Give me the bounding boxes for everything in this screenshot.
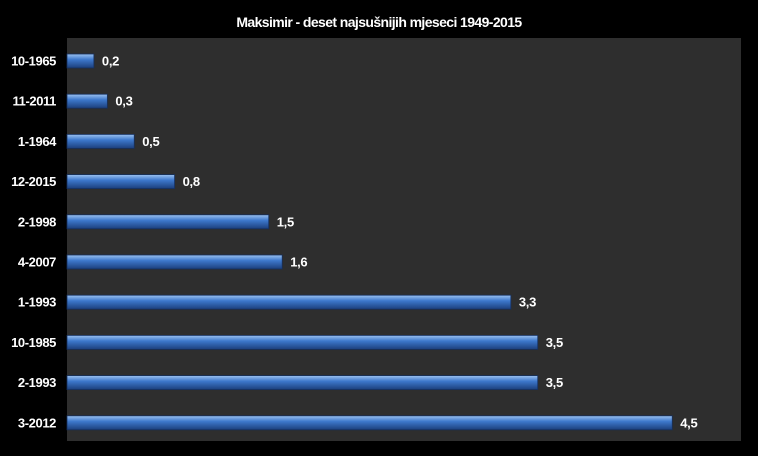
category-label: 3-2012 [18,415,56,430]
bar [66,174,175,190]
data-label: 0,3 [115,94,132,109]
bars [66,53,673,431]
category-axis: 10-1965 11-2011 1-1964 12-2015 2-1998 4-2007 1… [11,54,57,431]
bar [66,53,95,69]
data-label: 3,3 [519,295,536,310]
data-labels: 0,2 0,3 0,5 0,8 1,5 1,6 3,3 3,5 3,5 4,5 [102,54,698,431]
category-label: 2-1998 [18,214,56,229]
category-label: 2-1993 [18,375,56,390]
category-label: 10-1985 [11,335,56,350]
bar [66,254,283,270]
bar [66,415,673,431]
plot-area [67,38,741,441]
data-label: 4,5 [680,415,697,430]
bar [66,334,539,350]
category-label: 1-1993 [18,295,56,310]
bar [66,93,108,109]
chart-title: Maksimir - deset najsušnijih mjeseci 194… [236,14,522,30]
bar [66,375,539,391]
data-label: 1,6 [290,255,307,270]
category-label: 11-2011 [13,94,57,109]
bar [66,294,512,310]
data-label: 0,5 [142,134,159,149]
bar [66,133,135,149]
data-label: 1,5 [277,214,294,229]
bar [66,214,270,230]
data-label: 3,5 [546,375,563,390]
category-label: 1-1964 [18,134,57,149]
data-label: 3,5 [546,335,563,350]
category-label: 12-2015 [11,174,56,189]
category-label: 4-2007 [18,255,56,270]
data-label: 0,8 [183,174,200,189]
data-label: 0,2 [102,54,119,69]
category-label: 10-1965 [11,54,56,69]
